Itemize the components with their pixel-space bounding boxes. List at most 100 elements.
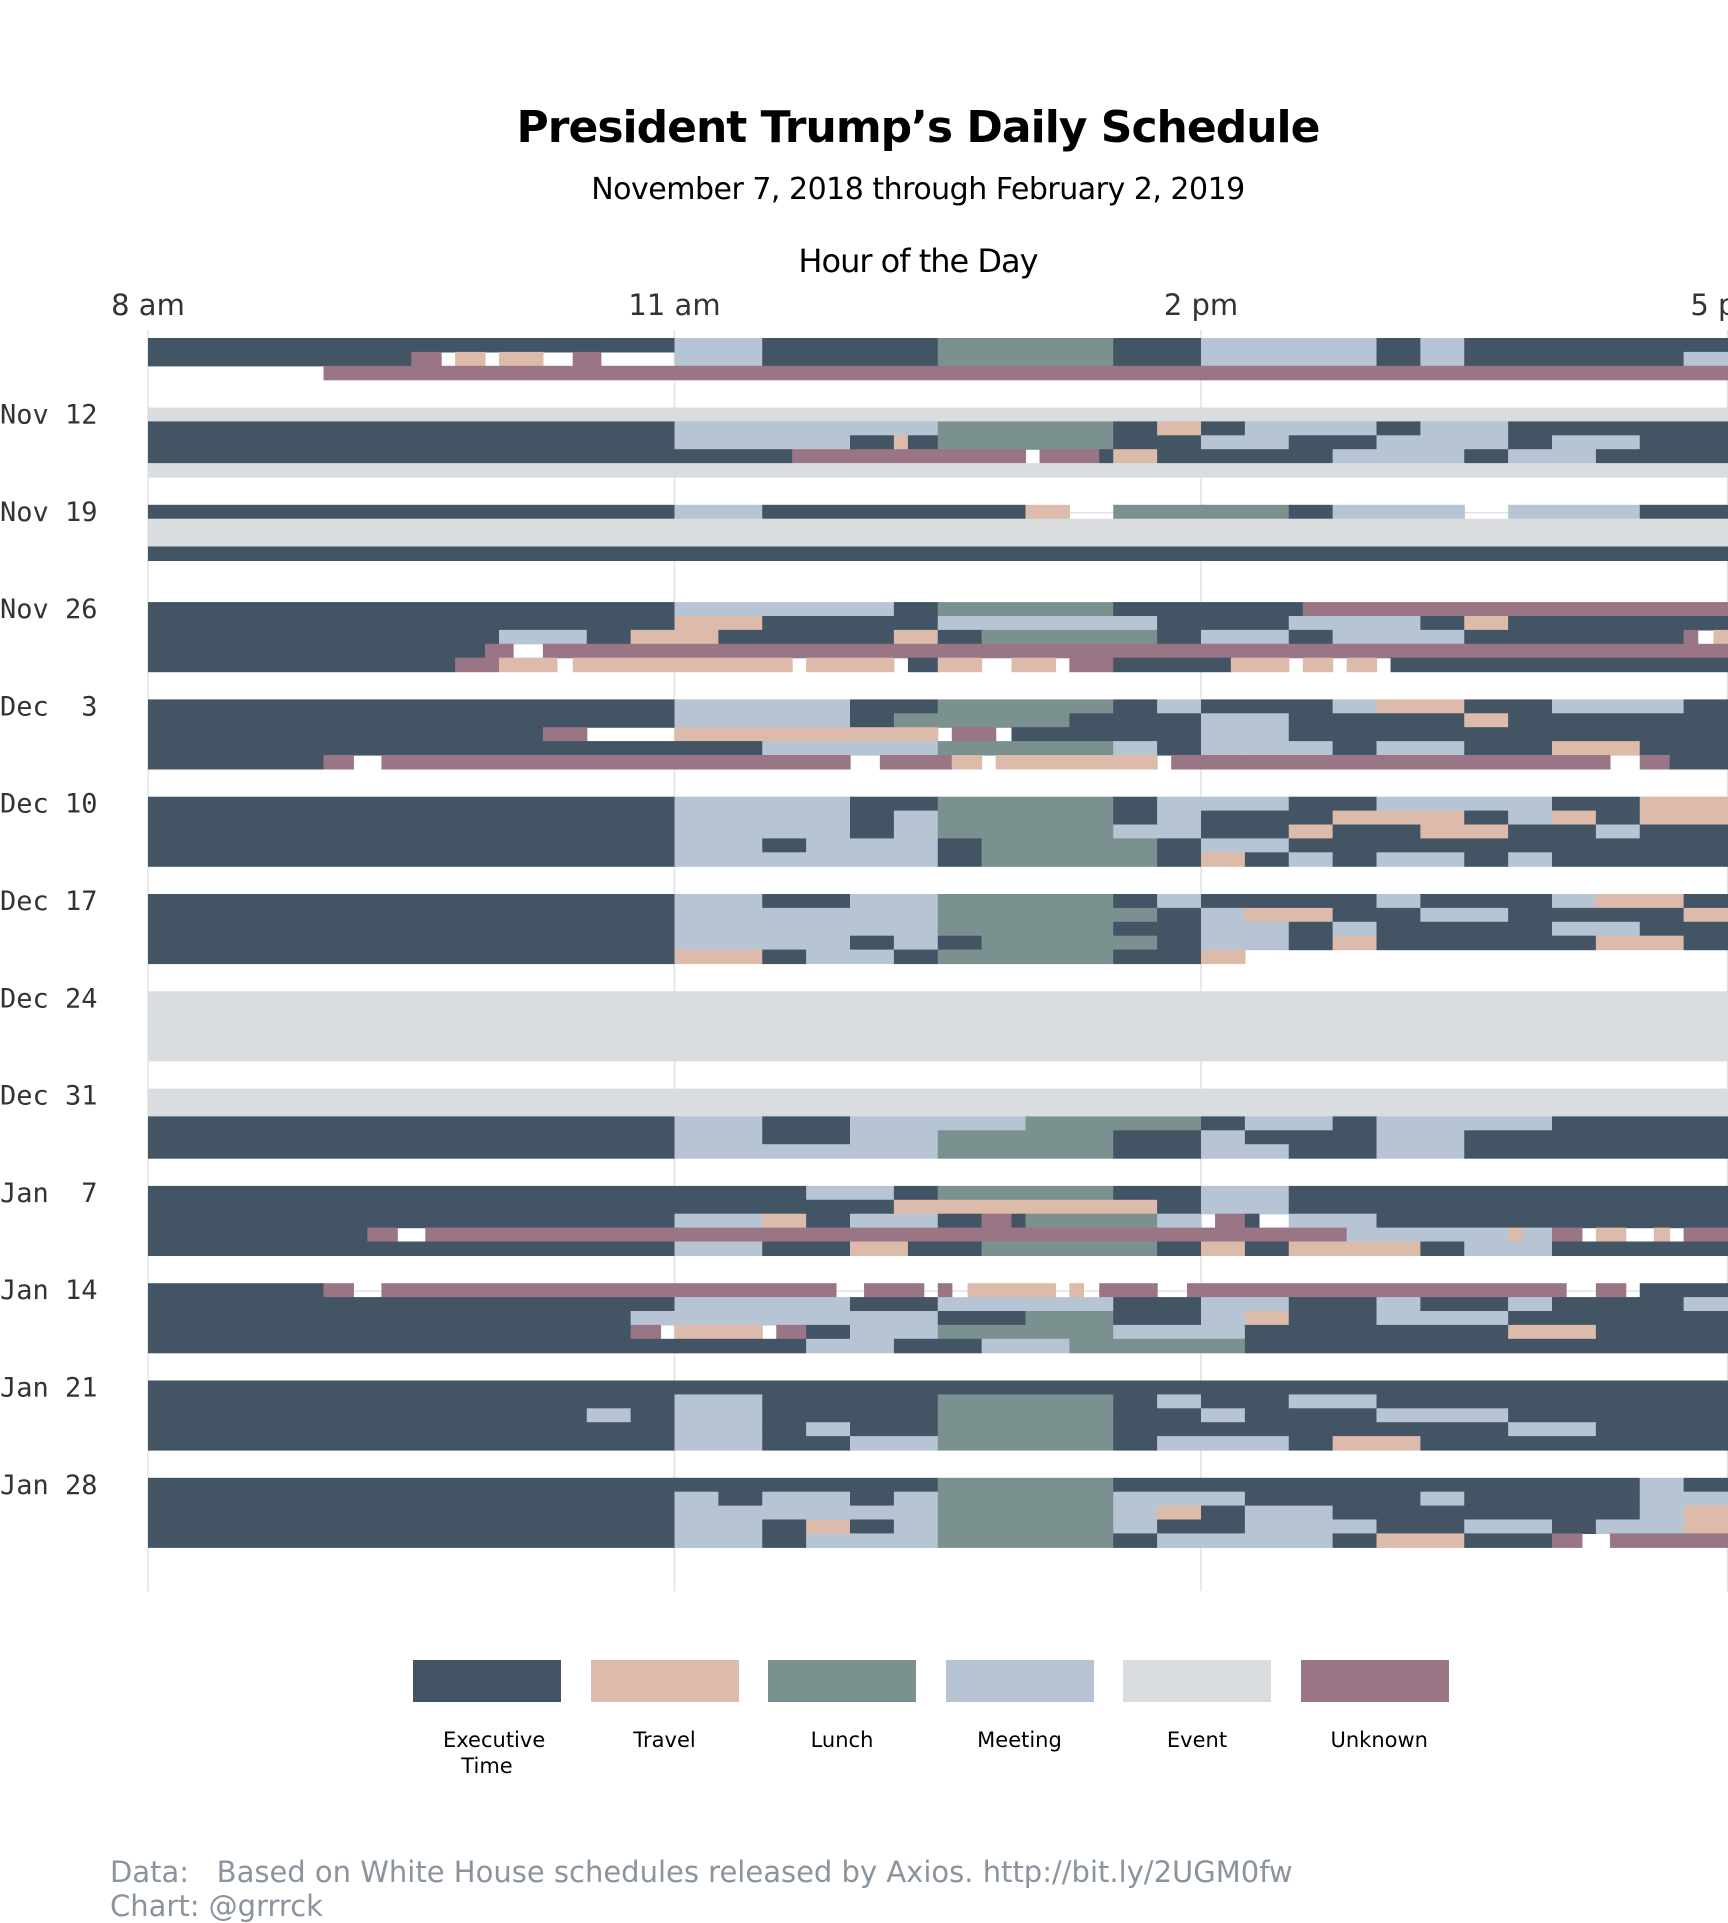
schedule-cell (1201, 435, 1289, 450)
schedule-cell (148, 825, 675, 840)
schedule-cell (148, 991, 1728, 1006)
schedule-cell (1201, 811, 1333, 826)
schedule-cell (675, 1144, 939, 1159)
schedule-cell (1113, 352, 1201, 367)
schedule-cell (1245, 908, 1333, 923)
schedule-cell (1245, 1492, 1421, 1507)
schedule-cell (1245, 1214, 1260, 1229)
schedule-cell (1113, 1311, 1201, 1326)
schedule-cell (1377, 922, 1553, 937)
schedule-cell (675, 950, 763, 965)
schedule-cell (148, 1283, 324, 1298)
schedule-cell (938, 1492, 1114, 1507)
schedule-cell (806, 1325, 850, 1340)
schedule-cell (1113, 1408, 1201, 1423)
schedule-cell (1552, 699, 1684, 714)
schedule-cell (792, 449, 1026, 464)
schedule-cell (762, 1116, 850, 1131)
legend-label: Travel (591, 1727, 739, 1753)
schedule-cell (1201, 950, 1245, 965)
schedule-cell (148, 421, 675, 436)
schedule-cell (1552, 797, 1640, 812)
schedule-cell (1596, 894, 1684, 909)
schedule-cell (850, 1436, 938, 1451)
schedule-cell (938, 699, 1114, 714)
schedule-cell (1201, 894, 1377, 909)
schedule-cell (675, 699, 851, 714)
schedule-cell (982, 908, 1158, 923)
schedule-cell (1113, 894, 1157, 909)
schedule-cell (1552, 1520, 1596, 1535)
schedule-cell (996, 755, 1158, 770)
schedule-cell (148, 1130, 675, 1145)
schedule-cell (1552, 435, 1640, 450)
schedule-cell (1289, 616, 1421, 631)
schedule-cell (806, 1533, 850, 1548)
schedule-cell (1377, 1533, 1465, 1548)
schedule-cell (675, 838, 763, 853)
legend-swatch (1123, 1660, 1271, 1702)
schedule-cell (1289, 825, 1333, 840)
schedule-cell (1684, 908, 1728, 923)
schedule-cell (1215, 1214, 1245, 1229)
schedule-cell (762, 1408, 938, 1423)
schedule-cell (938, 1283, 953, 1298)
schedule-cell (1113, 950, 1201, 965)
schedule-cell (806, 838, 938, 853)
schedule-cell (1201, 825, 1289, 840)
schedule-cell (1201, 1242, 1245, 1257)
schedule-cell (1289, 936, 1333, 951)
schedule-cell (938, 922, 1114, 937)
schedule-cell (148, 852, 675, 867)
schedule-cell (1552, 811, 1596, 826)
schedule-cell (455, 352, 485, 367)
schedule-cell (1654, 1228, 1670, 1243)
schedule-cell (1508, 908, 1684, 923)
schedule-cell (1157, 838, 1201, 853)
schedule-cell (894, 1186, 938, 1201)
schedule-cell (499, 630, 587, 645)
schedule-cell (1113, 922, 1201, 937)
y-tick-label: Dec 10 (0, 789, 98, 820)
schedule-cell (1464, 1242, 1552, 1257)
schedule-cell (1640, 435, 1728, 450)
schedule-cell (148, 936, 675, 951)
schedule-cell (762, 894, 850, 909)
schedule-cell (148, 630, 500, 645)
schedule-cell (148, 1422, 675, 1437)
schedule-cell (1377, 1520, 1465, 1535)
schedule-cell (1552, 741, 1640, 756)
schedule-cell (1245, 421, 1377, 436)
schedule-cell (499, 658, 558, 673)
schedule-cell (1201, 1506, 1245, 1521)
schedule-cell (1508, 852, 1552, 867)
schedule-cell (1157, 852, 1201, 867)
schedule-cell (148, 1394, 675, 1409)
schedule-cell (1333, 1116, 1377, 1131)
schedule-cell (1113, 699, 1157, 714)
schedule-cell (1157, 421, 1201, 436)
schedule-cell (1420, 1242, 1464, 1257)
schedule-cell (938, 908, 982, 923)
schedule-cell (148, 1311, 631, 1326)
schedule-cell (1201, 713, 1289, 728)
schedule-cell (1684, 936, 1728, 951)
schedule-cell (1640, 797, 1728, 812)
schedule-cell (1508, 1325, 1596, 1340)
schedule-cell (148, 408, 1728, 423)
schedule-cell (324, 1283, 354, 1298)
schedule-cell (850, 1325, 938, 1340)
schedule-cell (1333, 630, 1465, 645)
schedule-cell (587, 630, 631, 645)
schedule-cell (411, 352, 441, 367)
schedule-cell (1684, 1478, 1728, 1493)
schedule-cell (148, 922, 675, 937)
schedule-cell (1420, 421, 1508, 436)
schedule-cell (1377, 797, 1553, 812)
schedule-cell (1113, 936, 1157, 951)
schedule-cell (938, 338, 1114, 353)
schedule-cell (1099, 1283, 1158, 1298)
schedule-cell (148, 713, 675, 728)
schedule-cell (1640, 505, 1728, 520)
